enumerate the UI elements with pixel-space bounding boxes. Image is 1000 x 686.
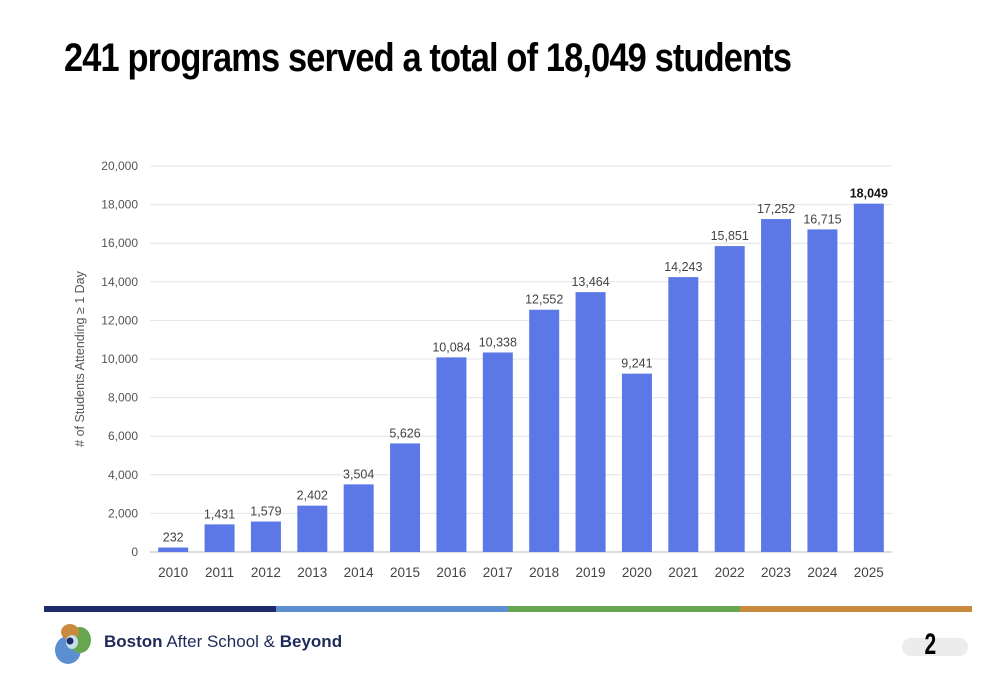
bar [529,309,560,552]
data-label: 2,402 [297,489,328,503]
y-tick-label: 6,000 [108,429,138,443]
x-tick-label: 2020 [622,565,652,580]
x-tick-label: 2019 [576,565,606,580]
y-tick-label: 18,000 [101,198,138,212]
bar-chart: 0 2,000 4,000 6,000 8,000 10,000 12,000 14,000 1… [73,159,892,580]
bar [204,524,235,552]
y-tick-label: 14,000 [101,275,138,289]
bar [343,484,374,552]
x-tick-label: 2015 [390,565,420,580]
bar [390,443,421,552]
x-tick-label: 2017 [483,565,513,580]
slide-title: 241 programs served a total of 18,049 st… [64,36,792,80]
bar [853,203,884,552]
x-tick-label: 2022 [715,565,745,580]
logo-text: Boston After School & Beyond [104,632,342,652]
bar [807,229,838,552]
divider-segment-blue [276,606,508,612]
bar [250,521,281,552]
y-tick-label: 4,000 [108,468,138,482]
x-tick-label: 2010 [158,565,188,580]
x-tick-label: 2021 [668,565,698,580]
bar [436,357,467,552]
data-label: 10,338 [479,335,517,349]
bar [668,277,699,552]
data-label: 14,243 [664,260,702,274]
data-label: 15,851 [711,229,749,243]
data-label: 1,431 [204,507,235,521]
data-label: 17,252 [757,202,795,216]
logo-brand-beyond: Beyond [279,632,343,651]
divider-segment-navy [44,606,276,612]
y-tick-label: 8,000 [108,391,138,405]
data-label: 1,579 [250,505,281,519]
data-label: 3,504 [343,467,374,481]
y-axis-label: # of Students Attending ≥ 1 Day [73,270,87,446]
data-label: 232 [163,531,184,545]
divider-segment-orange [740,606,972,612]
data-label: 5,626 [389,426,420,440]
bar [714,246,745,553]
page-number-pill [902,638,968,656]
bar [575,292,606,552]
x-tick-label: 2014 [344,565,375,580]
data-label: 9,241 [621,357,652,371]
x-tick-label: 2016 [436,565,466,580]
page-number: 2 [924,628,937,661]
x-tick-label: 2012 [251,565,281,580]
y-tick-label: 16,000 [101,236,138,250]
data-label: 18,049 [850,187,888,201]
y-tick-label: 20,000 [101,159,138,173]
bar [482,352,513,552]
data-label: 13,464 [571,275,609,289]
data-label: 16,715 [803,212,841,226]
x-tick-label: 2018 [529,565,559,580]
logo-brand-after-school: After School & [162,632,280,651]
bar [158,547,189,552]
x-tick-label: 2023 [761,565,791,580]
bar [297,505,328,552]
bar [621,373,652,552]
logo-icon [55,624,91,664]
bar [761,219,792,552]
x-tick-label: 2025 [854,565,884,580]
logo-brand-boston: Boston [104,632,163,651]
x-tick-label: 2013 [297,565,327,580]
y-tick-label: 10,000 [101,352,138,366]
x-tick-label: 2011 [205,565,234,580]
divider-segment-green [508,606,740,612]
y-tick-label: 12,000 [101,313,138,327]
data-label: 10,084 [432,340,470,354]
x-tick-label: 2024 [807,565,838,580]
data-label: 12,552 [525,293,563,307]
y-tick-label: 2,000 [108,506,138,520]
y-tick-label: 0 [131,545,138,559]
